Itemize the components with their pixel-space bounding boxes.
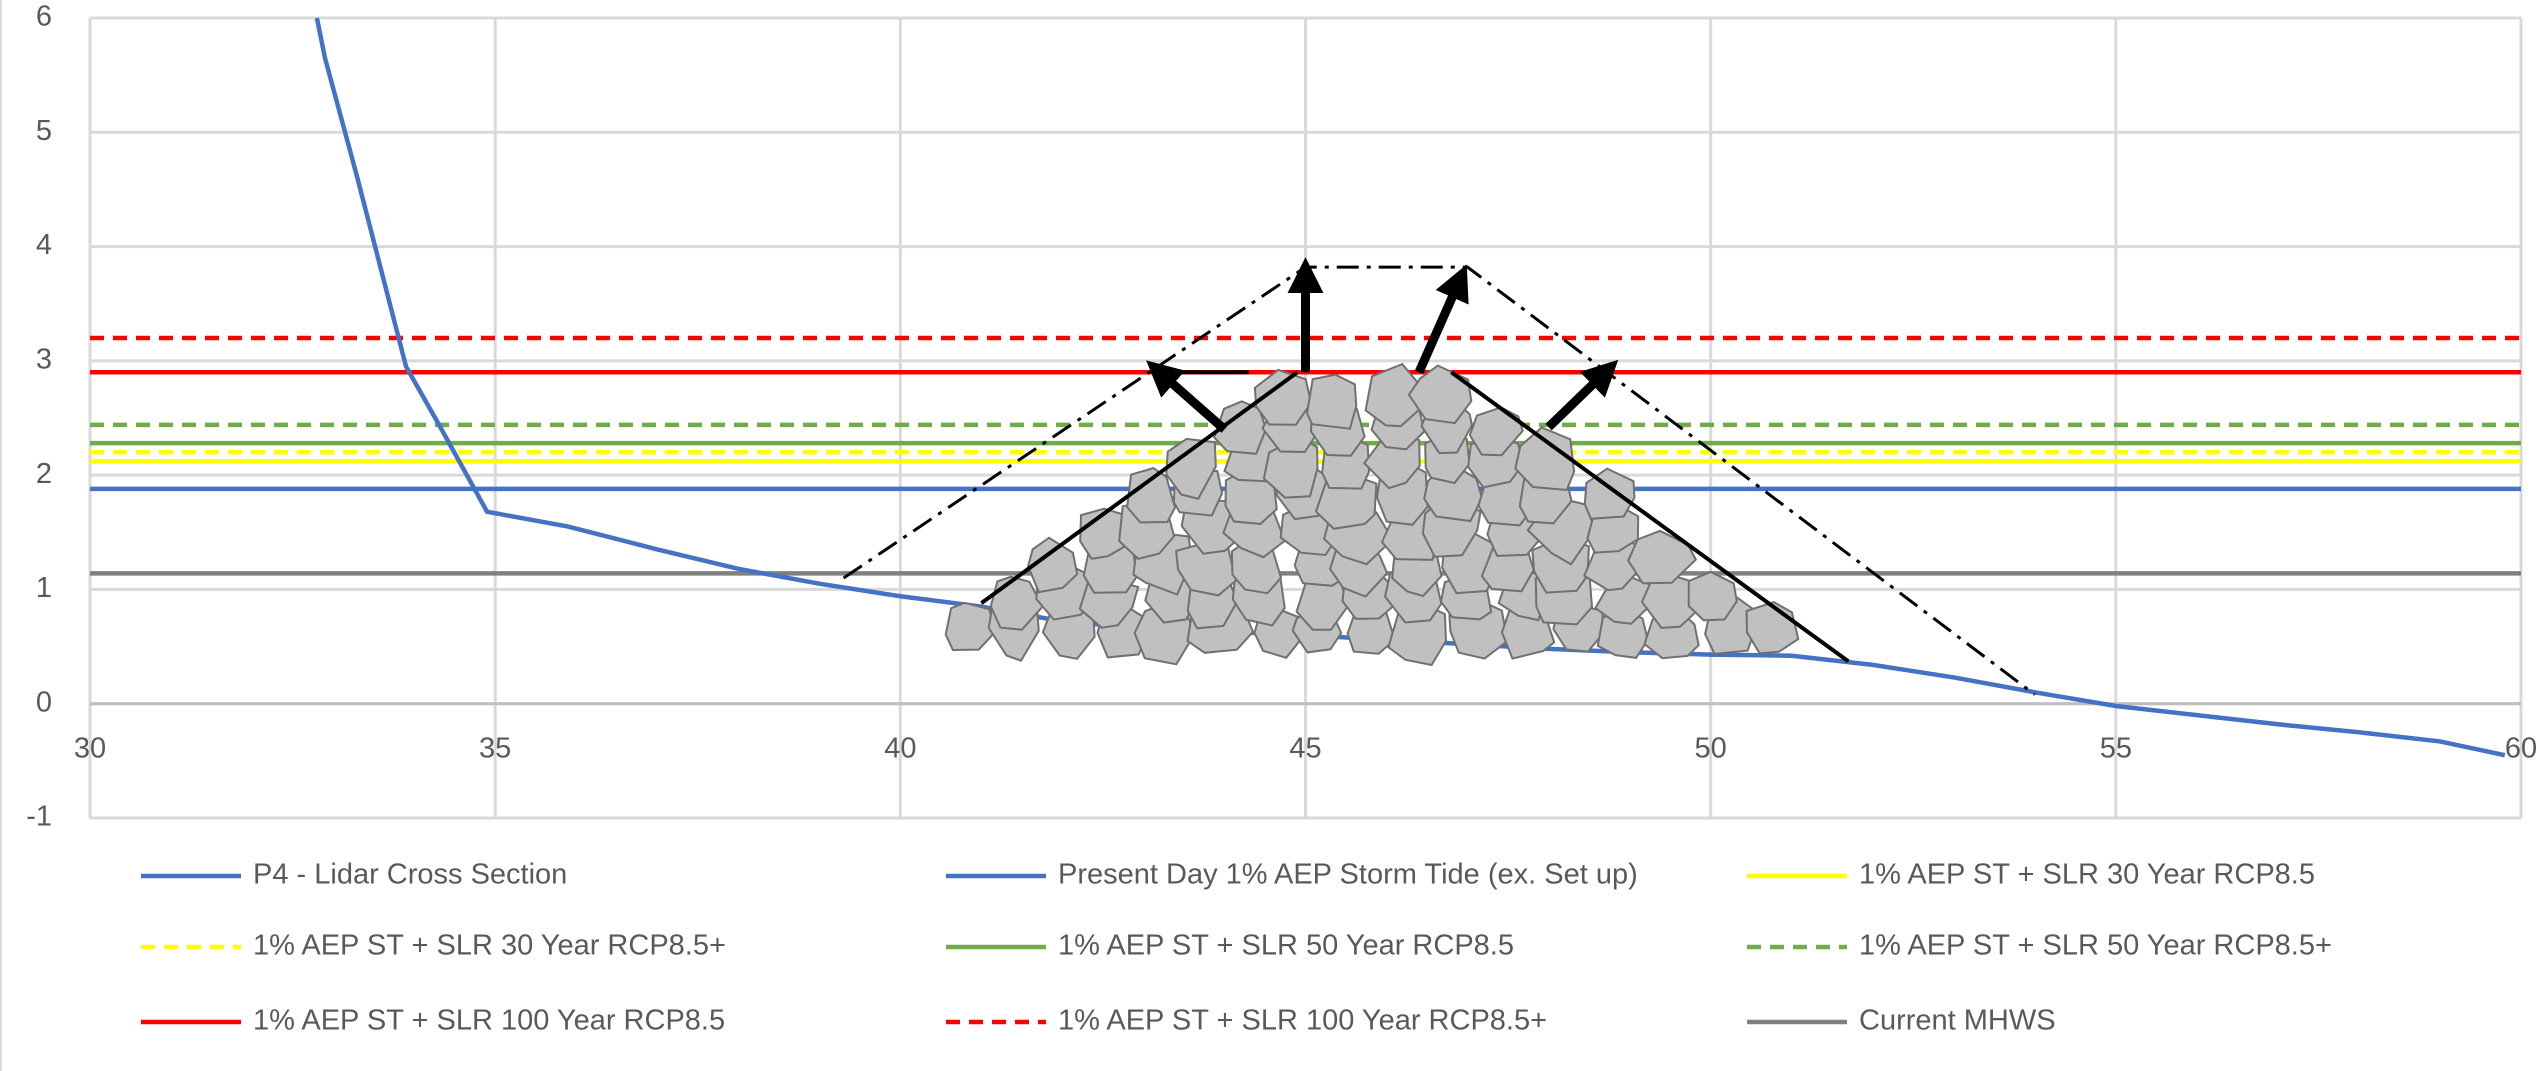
x-tick-label: 35 <box>479 732 511 764</box>
legend-label: 1% AEP ST + SLR 50 Year RCP8.5 <box>1058 930 1514 962</box>
x-tick-label: 30 <box>74 732 106 764</box>
legend-label: 1% AEP ST + SLR 30 Year RCP8.5 <box>1859 859 2315 891</box>
legend-label: 1% AEP ST + SLR 30 Year RCP8.5+ <box>253 930 726 962</box>
legend-label: Present Day 1% AEP Storm Tide (ex. Set u… <box>1058 859 1638 891</box>
chart: -1012345630354045505560 P4 - Lidar Cross… <box>0 0 2539 1071</box>
y-tick-label: 6 <box>36 1 52 33</box>
y-tick-label: 3 <box>36 344 52 376</box>
x-tick-label: 60 <box>2505 732 2537 764</box>
legend-label: 1% AEP ST + SLR 100 Year RCP8.5 <box>253 1005 725 1037</box>
legend-label: 1% AEP ST + SLR 50 Year RCP8.5+ <box>1859 930 2332 962</box>
y-tick-label: 0 <box>36 686 52 718</box>
legend-label: 1% AEP ST + SLR 100 Year RCP8.5+ <box>1058 1005 1547 1037</box>
y-tick-label: -1 <box>26 801 52 833</box>
legend-label: P4 - Lidar Cross Section <box>253 859 567 891</box>
y-tick-label: 2 <box>36 458 52 490</box>
x-tick-label: 40 <box>884 732 916 764</box>
y-tick-label: 4 <box>36 229 52 261</box>
legend-label: Current MHWS <box>1859 1005 2056 1037</box>
rock <box>1307 375 1356 429</box>
y-tick-label: 1 <box>36 572 52 604</box>
x-tick-label: 50 <box>1695 732 1727 764</box>
x-tick-label: 45 <box>1289 732 1321 764</box>
x-tick-label: 55 <box>2100 732 2132 764</box>
y-tick-label: 5 <box>36 115 52 147</box>
legend: P4 - Lidar Cross Section Present Day 1% A… <box>141 859 2332 1037</box>
